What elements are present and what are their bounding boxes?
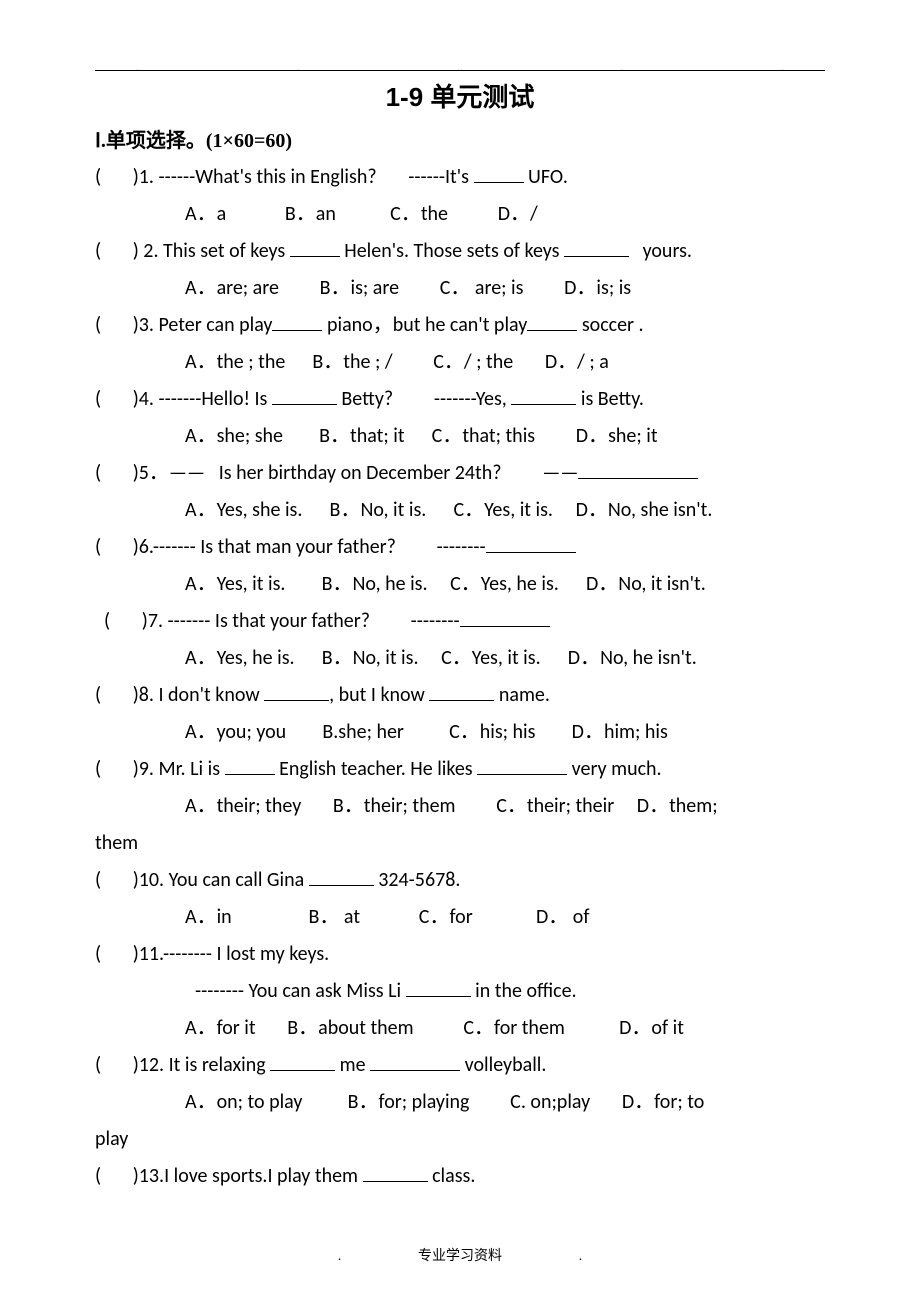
question-stem: ( )13.I love sports.I play them class. — [95, 1158, 825, 1195]
question-stem: ( )8. I don't know , but I know name. — [95, 677, 825, 714]
question-stem: ( )5．—— Is her birthday on December 24th… — [95, 455, 825, 492]
page-footer: . 专业学习资料 . — [0, 1245, 920, 1265]
question-stem: ( )3. Peter can play piano，but he can't … — [95, 307, 825, 344]
question-stem: ( )11.-------- I lost my keys. — [95, 936, 825, 973]
question-options: A．are; are B．is; are C． are; is D．is; is — [95, 270, 825, 307]
page-title: 1-9 单元测试 — [95, 77, 825, 114]
question-options: A．their; they B．their; them C．their; the… — [95, 788, 825, 825]
question-options: A．you; you B.she; her C．his; his D．him; … — [95, 714, 825, 751]
question-options: A．Yes, he is. B．No, it is. C．Yes, it is.… — [95, 640, 825, 677]
section-heading: Ⅰ.单项选择。(1×60=60) — [95, 124, 825, 153]
question-stem: ( )10. You can call Gina 324-5678. — [95, 862, 825, 899]
header-rule: ........ — [95, 70, 825, 71]
question-options: A．a B．an C．the D．/ — [95, 196, 825, 233]
question-options: A．for it B．about them C．for them D．of it — [95, 1010, 825, 1047]
question-options: A．Yes, it is. B．No, he is. C．Yes, he is.… — [95, 566, 825, 603]
footer-dot-right: . — [506, 1249, 656, 1265]
footer-text: 专业学习资料 — [418, 1249, 502, 1264]
option-wrap: play — [95, 1121, 825, 1158]
question-stem: ( ) 2. This set of keys Helen's. Those s… — [95, 233, 825, 270]
question-options: A．in B． at C．for D． of — [95, 899, 825, 936]
option-wrap: them — [95, 825, 825, 862]
question-stem: ( )9. Mr. Li is English teacher. He like… — [95, 751, 825, 788]
question-stem: ( )6.------- Is that man your father? --… — [95, 529, 825, 566]
question-options: A．she; she B．that; it C．that; this D．she… — [95, 418, 825, 455]
question-continuation: -------- You can ask Miss Li in the offi… — [95, 973, 825, 1010]
question-stem: ( )1. ------What's this in English? ----… — [95, 159, 825, 196]
question-options: A．the ; the B．the ; / C．/ ; the D．/ ; a — [95, 344, 825, 381]
header-dots: ........ — [95, 63, 825, 74]
question-stem: ( )7. ------- Is that your father? -----… — [95, 603, 825, 640]
question-stem: ( )12. It is relaxing me volleyball. — [95, 1047, 825, 1084]
question-options: A．on; to play B．for; playing C. on;play … — [95, 1084, 825, 1121]
questions-container: ( )1. ------What's this in English? ----… — [95, 159, 825, 1195]
footer-dot-left: . — [265, 1249, 415, 1265]
question-options: A．Yes, she is. B．No, it is. C．Yes, it is… — [95, 492, 825, 529]
question-stem: ( )4. -------Hello! Is Betty? -------Yes… — [95, 381, 825, 418]
